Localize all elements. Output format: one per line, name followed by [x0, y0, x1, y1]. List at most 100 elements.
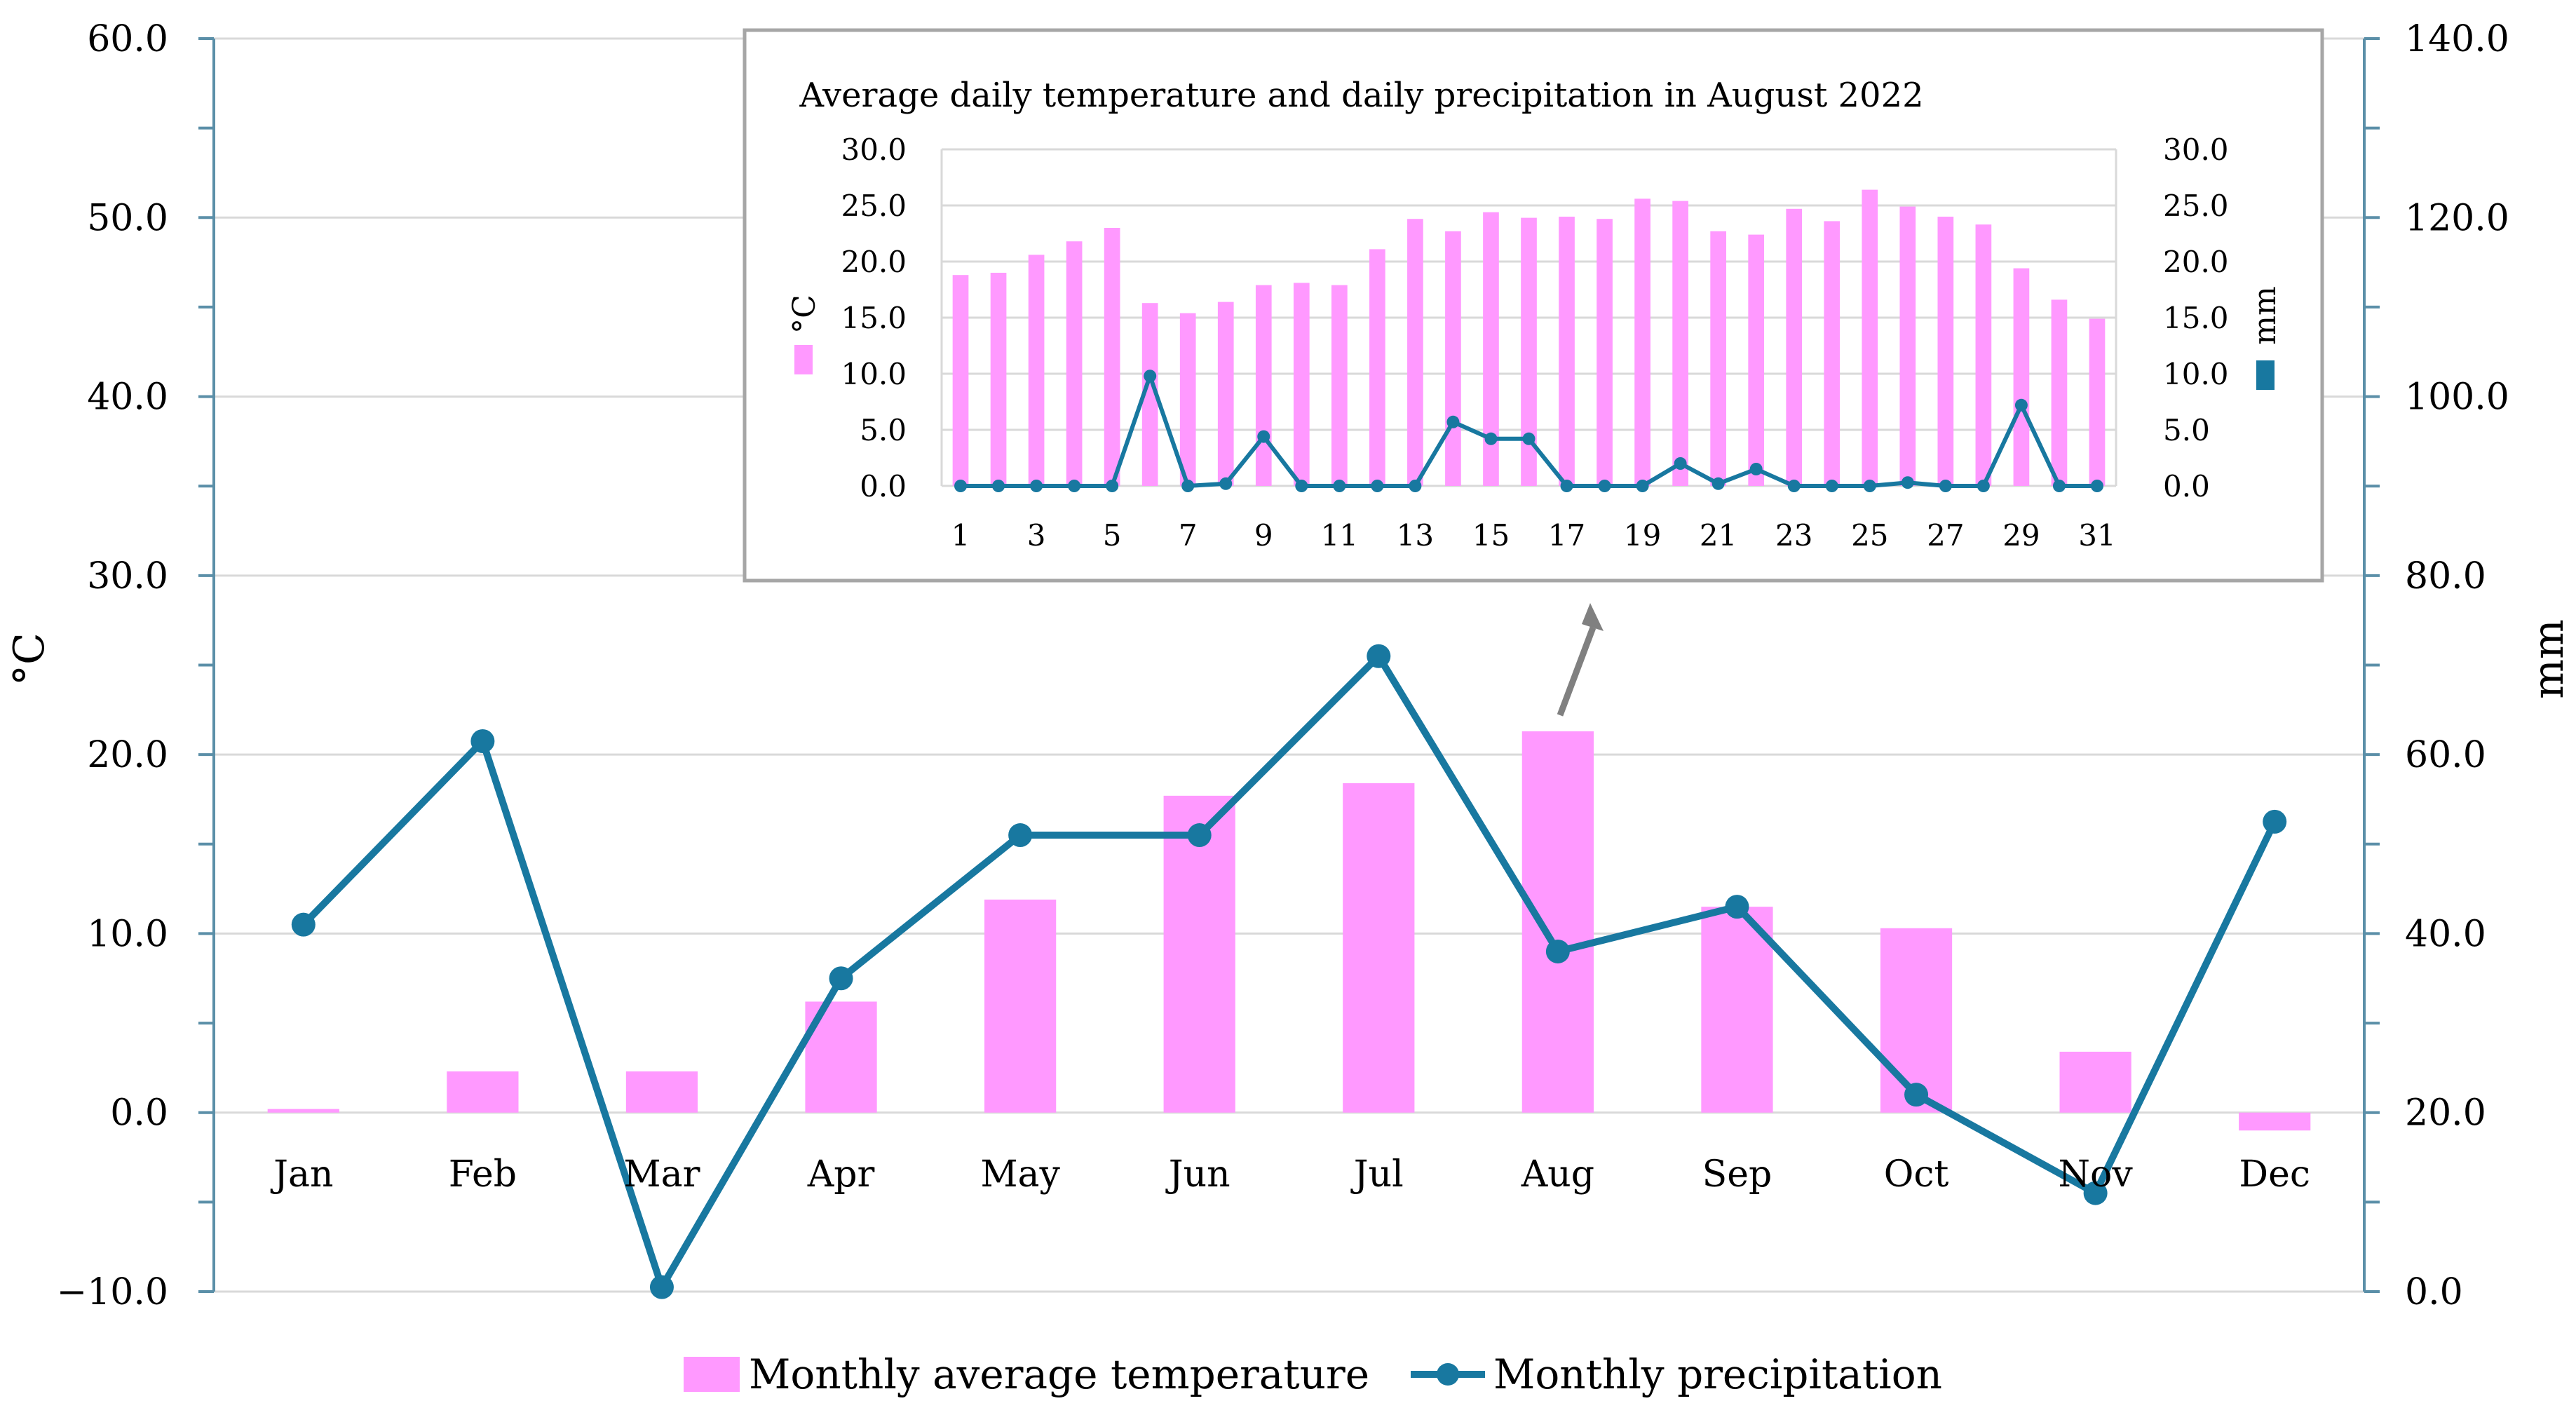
inset-right-tick-label: 10.0	[2163, 357, 2229, 391]
inset-temperature-bar	[1293, 283, 1310, 486]
main-left-tick-label: −10.0	[57, 1271, 168, 1313]
inset-temperature-bar	[1141, 303, 1158, 486]
inset-precipitation-point	[1598, 480, 1611, 492]
inset-right-tick-label: 0.0	[2163, 469, 2210, 503]
inset-temperature-bar	[1975, 224, 1992, 486]
inset-precipitation-point	[1863, 480, 1876, 492]
inset-day-label: 27	[1927, 518, 1964, 553]
inset-temperature-bar	[1483, 212, 1499, 486]
inset-day-label: 17	[1548, 518, 1585, 553]
inset-temperature-bar	[1937, 217, 1954, 486]
inset-day-label: 21	[1700, 518, 1737, 553]
inset-left-tick-label: 15.0	[841, 301, 907, 335]
inset-temperature-bar	[2089, 318, 2106, 486]
main-precipitation-point	[2263, 809, 2287, 834]
inset-precipitation-point	[1257, 430, 1270, 443]
main-temperature-bars	[267, 731, 2311, 1131]
inset-day-label: 1	[951, 518, 970, 553]
inset-precipitation-point	[954, 480, 968, 492]
main-category-label: Aug	[1521, 1153, 1594, 1196]
main-left-tick-label: 10.0	[87, 913, 168, 955]
inset-precipitation-point	[1939, 480, 1952, 492]
main-right-tick-label: 60.0	[2405, 734, 2486, 776]
main-temperature-bar	[2239, 1112, 2311, 1131]
legend-precipitation-marker	[1437, 1363, 1459, 1386]
inset-temperature-bar	[1217, 302, 1234, 486]
main-category-label: Jun	[1165, 1153, 1231, 1196]
main-precipitation-series	[291, 644, 2287, 1299]
main-right-tick-label: 120.0	[2405, 197, 2509, 239]
inset-precipitation-point	[1181, 480, 1195, 492]
main-temperature-bar	[267, 1109, 339, 1113]
legend-temperature-label: Monthly average temperature	[749, 1350, 1369, 1398]
inset-precipitation-point	[1068, 480, 1081, 492]
inset-precipitation-point	[1219, 477, 1233, 490]
inset-right-tick-label: 5.0	[2163, 413, 2210, 447]
inset-precipitation-point	[1901, 476, 1914, 489]
inset-precipitation-point	[1030, 480, 1043, 492]
inset-right-tick-label: 30.0	[2163, 133, 2229, 167]
inset-left-tick-label: 20.0	[841, 245, 907, 279]
main-category-label: Jan	[270, 1153, 333, 1196]
inset-day-label: 3	[1027, 518, 1046, 553]
main-precipitation-point	[1187, 823, 1212, 848]
main-category-label: Feb	[449, 1153, 517, 1196]
main-precipitation-point	[649, 1275, 674, 1299]
main-precipitation-point	[1545, 939, 1570, 963]
inset-precipitation-point	[1409, 480, 1422, 492]
inset-precipitation-point	[2014, 398, 2028, 412]
main-precipitation-point	[829, 966, 853, 991]
inset-precipitation-point	[2090, 480, 2103, 492]
inset-precipitation-point	[2052, 480, 2066, 492]
main-left-tick-label: 30.0	[87, 555, 168, 597]
inset-temperature-bar	[1445, 231, 1461, 486]
main-precipitation-point	[2083, 1181, 2108, 1205]
inset-day-label: 7	[1179, 518, 1198, 553]
inset-temperature-bar	[990, 273, 1007, 486]
inset-precipitation-point	[1825, 480, 1838, 492]
inset-precipitation-point	[1711, 477, 1725, 490]
main-right-axis-title: mm	[2524, 619, 2573, 699]
inset-precipitation-point	[1674, 457, 1687, 470]
inset-temperature-bar	[1748, 234, 1765, 486]
inset-day-label: 19	[1624, 518, 1661, 553]
inset-left-tick-label: 10.0	[841, 357, 907, 391]
inset-temperature-bar	[1369, 249, 1385, 486]
inset-temperature-bar	[1407, 219, 1423, 486]
inset-day-label: 23	[1775, 518, 1812, 553]
inset-precipitation-point	[1446, 415, 1460, 428]
main-temperature-bar	[447, 1071, 519, 1113]
inset-left-tick-label: 25.0	[841, 189, 907, 223]
inset-pointer-arrow-head	[1582, 603, 1604, 631]
inset-temperature-bar	[1672, 201, 1688, 486]
inset-pointer-arrow-shaft	[1557, 626, 1597, 717]
inset-temperature-bar	[1597, 219, 1613, 486]
main-precipitation-point	[1367, 644, 1391, 668]
main-right-tick-label: 100.0	[2405, 377, 2509, 419]
main-precipitation-point	[1904, 1083, 1929, 1107]
main-right-tick-label: 140.0	[2405, 18, 2509, 60]
inset-precipitation-series	[954, 370, 2103, 492]
main-category-label: Mar	[623, 1153, 700, 1196]
inset-temperature-bar	[2051, 299, 2068, 486]
main-category-label: May	[980, 1153, 1060, 1196]
inset-precipitation-point	[1977, 480, 1990, 492]
legend-temperature-swatch	[684, 1357, 740, 1392]
inset-precipitation-point	[1484, 432, 1498, 445]
inset-precipitation-point	[1144, 370, 1157, 383]
inset-temperature-bar	[2013, 268, 2030, 486]
inset-left-axis-title: °C	[787, 294, 822, 334]
inset-temperature-bar	[952, 275, 969, 486]
main-left-tick-label: 20.0	[87, 734, 168, 776]
main-right-tick-label: 80.0	[2405, 555, 2486, 597]
main-category-label: Jul	[1350, 1153, 1404, 1196]
main-category-label: Dec	[2239, 1153, 2310, 1196]
inset-day-label: 25	[1851, 518, 1888, 553]
inset-temperature-bar	[1634, 198, 1650, 486]
inset-left-tick-label: 0.0	[860, 469, 907, 503]
inset-precipitation-point	[1295, 480, 1308, 492]
main-left-tick-label: 0.0	[110, 1092, 168, 1135]
main-tick-labels: 60.050.040.030.020.010.00.0−10.0140.0120…	[57, 18, 2509, 1313]
main-category-label: Oct	[1884, 1153, 1949, 1196]
